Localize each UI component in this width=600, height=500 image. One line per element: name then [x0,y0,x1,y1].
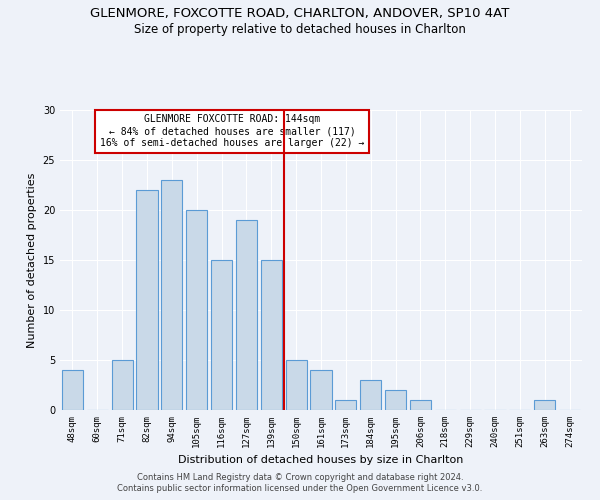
Text: GLENMORE FOXCOTTE ROAD: 144sqm
← 84% of detached houses are smaller (117)
16% of: GLENMORE FOXCOTTE ROAD: 144sqm ← 84% of … [100,114,364,148]
Y-axis label: Number of detached properties: Number of detached properties [27,172,37,348]
Text: GLENMORE, FOXCOTTE ROAD, CHARLTON, ANDOVER, SP10 4AT: GLENMORE, FOXCOTTE ROAD, CHARLTON, ANDOV… [91,8,509,20]
Bar [236,220,257,410]
Bar [410,400,431,410]
Text: Contains public sector information licensed under the Open Government Licence v3: Contains public sector information licen… [118,484,482,493]
Bar [211,260,232,410]
Text: Size of property relative to detached houses in Charlton: Size of property relative to detached ho… [134,22,466,36]
Bar [186,210,207,410]
Bar [136,190,158,410]
Bar [261,260,282,410]
Bar [385,390,406,410]
Bar [112,360,133,410]
Bar [286,360,307,410]
Bar [534,400,555,410]
X-axis label: Distribution of detached houses by size in Charlton: Distribution of detached houses by size … [178,456,464,466]
Bar [335,400,356,410]
Bar [360,380,381,410]
Bar [310,370,332,410]
Bar [62,370,83,410]
Text: Contains HM Land Registry data © Crown copyright and database right 2024.: Contains HM Land Registry data © Crown c… [137,472,463,482]
Bar [161,180,182,410]
